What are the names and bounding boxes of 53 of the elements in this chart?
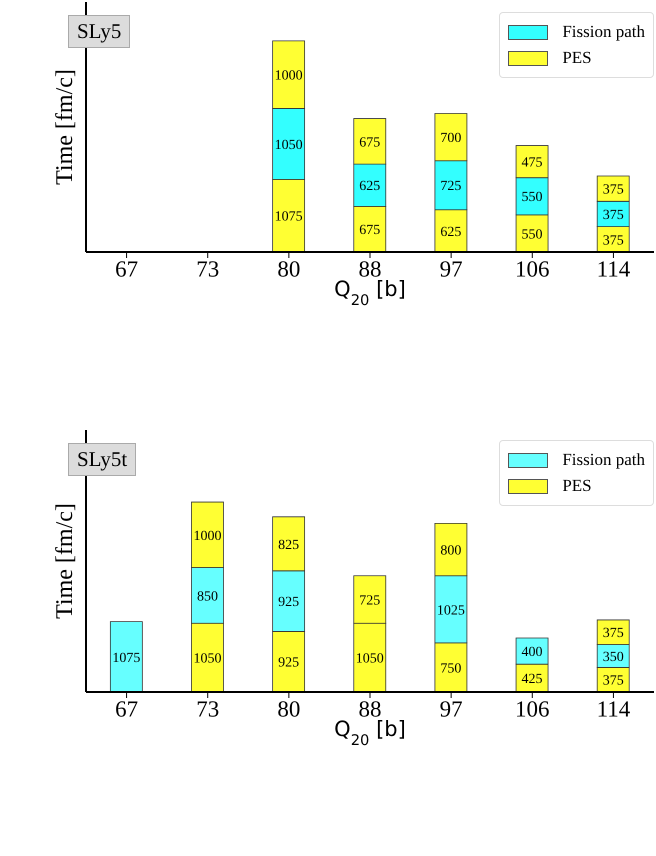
data-label: 550 (522, 227, 543, 242)
bar (110, 621, 143, 692)
data-label: 1000 (274, 68, 303, 84)
data-label: 400 (522, 645, 543, 660)
data-label: 725 (440, 179, 462, 194)
data-label: 375 (602, 233, 624, 248)
x-tick-label: 106 (515, 256, 550, 282)
data-label: 375 (602, 208, 624, 223)
data-label: 1000 (193, 528, 222, 544)
y-axis-title: Time [fm/c] (52, 69, 78, 185)
x-tick-label: 67 (115, 256, 138, 282)
data-label: 375 (602, 626, 624, 642)
x-tick-label: 67 (115, 696, 138, 722)
data-label: 1050 (356, 652, 384, 667)
data-label: 625 (359, 179, 380, 194)
data-label: 800 (440, 544, 462, 559)
legend-label: PES (562, 476, 592, 496)
data-label: 625 (440, 224, 462, 240)
legend-label: Fission path (562, 450, 645, 470)
data-label: 1075 (112, 650, 140, 666)
data-label: 925 (278, 595, 300, 610)
data-label: 1075 (274, 210, 303, 225)
data-label: 1025 (436, 603, 465, 618)
data-label: 350 (602, 650, 624, 665)
data-label: 675 (359, 135, 380, 150)
data-label: 425 (522, 672, 543, 688)
y-axis-title: Time [fm/c] (52, 503, 78, 619)
x-tick-label: 73 (196, 696, 220, 722)
x-tick-label: 114 (596, 256, 631, 282)
data-label: 375 (602, 674, 624, 689)
x-tick-label: 114 (596, 696, 631, 722)
legend-label: Fission path (562, 22, 645, 42)
x-tick-label: 97 (440, 256, 463, 282)
data-label: 1050 (193, 652, 222, 667)
data-label: 700 (440, 131, 462, 146)
x-tick-label: 97 (440, 696, 463, 722)
legend-label: PES (562, 48, 592, 68)
data-label: 925 (278, 656, 300, 671)
data-label: 850 (196, 589, 218, 604)
x-tick-label: 80 (277, 256, 300, 282)
data-label: 725 (359, 593, 380, 608)
x-tick-label: 106 (515, 696, 550, 722)
data-label: 475 (522, 156, 543, 171)
data-label: 1050 (274, 138, 303, 153)
x-tick-label: 80 (277, 696, 300, 722)
data-label: 375 (602, 182, 624, 198)
text: SLy5t (68, 443, 136, 476)
data-label: 750 (440, 661, 462, 676)
text: SLy5 (68, 15, 130, 48)
data-label: 825 (278, 538, 300, 553)
data-label: 675 (359, 223, 380, 238)
data-label: 550 (522, 190, 543, 206)
x-tick-label: 73 (196, 256, 220, 282)
